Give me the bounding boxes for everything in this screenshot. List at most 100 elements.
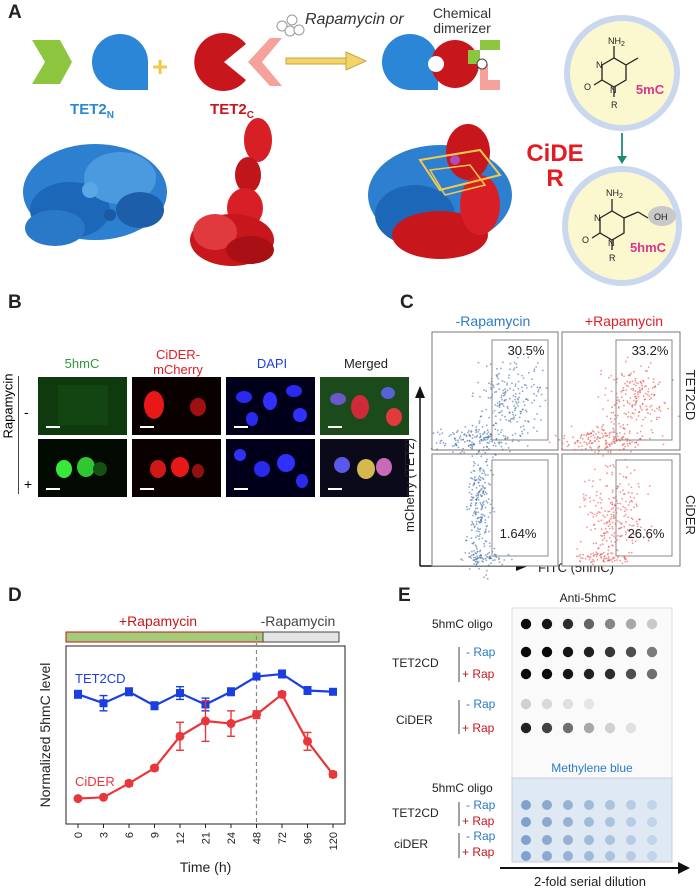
flow-dot: [501, 448, 504, 451]
flow-dot: [479, 442, 481, 445]
flow-dot: [607, 549, 610, 552]
flow-dot: [514, 385, 517, 387]
flow-dot: [622, 424, 624, 426]
flow-dot: [647, 388, 650, 390]
flow-dot: [480, 520, 483, 523]
flow-dot: [473, 462, 476, 465]
flow-dot: [476, 492, 479, 495]
blot-dot-stain: [647, 851, 657, 861]
blot-dot: [562, 646, 574, 658]
flow-dot: [535, 366, 537, 368]
flow-dot: [634, 540, 637, 543]
flow-dot: [471, 446, 474, 448]
flow-dot: [512, 413, 514, 416]
flow-dot: [485, 493, 488, 495]
tet2c-red-pacman: [194, 33, 246, 91]
flow-dot: [612, 440, 614, 443]
tet2cd-minus-rap-bottom: - Rap: [466, 798, 496, 812]
flow-dot: [487, 556, 489, 558]
flow-dot: [637, 525, 639, 528]
flow-dot: [522, 377, 525, 379]
flow-dot: [606, 434, 609, 437]
flow-dot: [613, 535, 615, 538]
x-tick-label: 0: [73, 832, 85, 838]
flow-dot: [473, 482, 475, 484]
flow-dot: [610, 558, 613, 561]
flow-dot: [501, 410, 503, 412]
flow-dot: [484, 531, 487, 533]
data-point: [150, 701, 159, 710]
flow-dot: [659, 410, 662, 412]
flow-dot: [477, 477, 480, 480]
flow-dot: [539, 405, 542, 408]
flow-dot: [473, 541, 475, 544]
flow-dot: [488, 416, 490, 419]
flow-dot: [467, 431, 469, 434]
flow-dot: [584, 505, 586, 508]
flow-dot: [480, 495, 483, 498]
flow-dot: [479, 395, 481, 398]
flow-dot: [618, 400, 621, 403]
flow-dot: [475, 486, 478, 489]
flow-dot: [600, 528, 603, 530]
flow-dot: [579, 506, 581, 508]
flow-dot: [608, 497, 610, 500]
flow-dot: [487, 397, 490, 399]
flow-dot: [477, 498, 480, 501]
flow-dot: [595, 555, 598, 558]
flow-dot: [499, 411, 502, 414]
flow-dot: [613, 559, 616, 562]
x-tick-label: 9: [150, 832, 162, 838]
flow-dot: [483, 472, 486, 475]
flow-dot: [475, 498, 477, 501]
flow-dot: [460, 558, 462, 560]
flow-dot: [601, 425, 603, 428]
flow-dot: [442, 442, 445, 444]
flow-dot: [566, 440, 569, 443]
complex-blue-drop: [382, 34, 438, 90]
flow-dot: [590, 442, 593, 444]
blot-dot-stain: [542, 851, 552, 861]
flow-dot: [503, 381, 506, 383]
col-header-5hmc: 5hmC: [64, 356, 100, 371]
flow-dot: [631, 492, 633, 495]
flow-dot: [516, 421, 519, 423]
flow-dot: [536, 413, 538, 415]
blot-dot-stain: [563, 851, 573, 861]
flow-dot: [481, 477, 484, 480]
flow-dot: [470, 554, 473, 557]
flow-dot: [639, 380, 642, 383]
flow-dot: [479, 436, 481, 439]
flow-dot: [482, 486, 485, 488]
flow-dot: [506, 405, 509, 408]
flow-dot: [631, 441, 633, 443]
flow-dot: [492, 473, 494, 476]
flow-dot: [638, 389, 641, 391]
flow-dot: [477, 560, 480, 563]
arrow-right-icon: [285, 51, 368, 71]
flow-dot: [642, 380, 645, 383]
flow-dot: [490, 387, 492, 389]
flow-dot: [582, 496, 585, 499]
blot-dot-stain: [521, 851, 531, 861]
flow-dot: [634, 401, 637, 404]
flow-dot: [478, 440, 481, 443]
flow-dot: [606, 484, 609, 487]
flow-dot: [600, 507, 603, 509]
flow-dot: [648, 398, 651, 401]
flow-dot: [591, 560, 593, 563]
flow-dot: [650, 393, 653, 396]
flow-dot: [653, 386, 656, 389]
blot-dot: [520, 722, 532, 734]
flow-dot: [637, 393, 639, 396]
flow-dot: [469, 443, 472, 446]
flow-dot: [466, 439, 469, 442]
flow-dot: [604, 432, 607, 434]
flow-dot: [621, 562, 624, 565]
blot-dot: [562, 618, 574, 630]
flow-dot: [575, 555, 578, 558]
flow-dot: [601, 436, 604, 439]
flow-dot: [616, 549, 619, 552]
blot-dot-stain: [563, 835, 573, 845]
flow-dot: [603, 522, 606, 525]
